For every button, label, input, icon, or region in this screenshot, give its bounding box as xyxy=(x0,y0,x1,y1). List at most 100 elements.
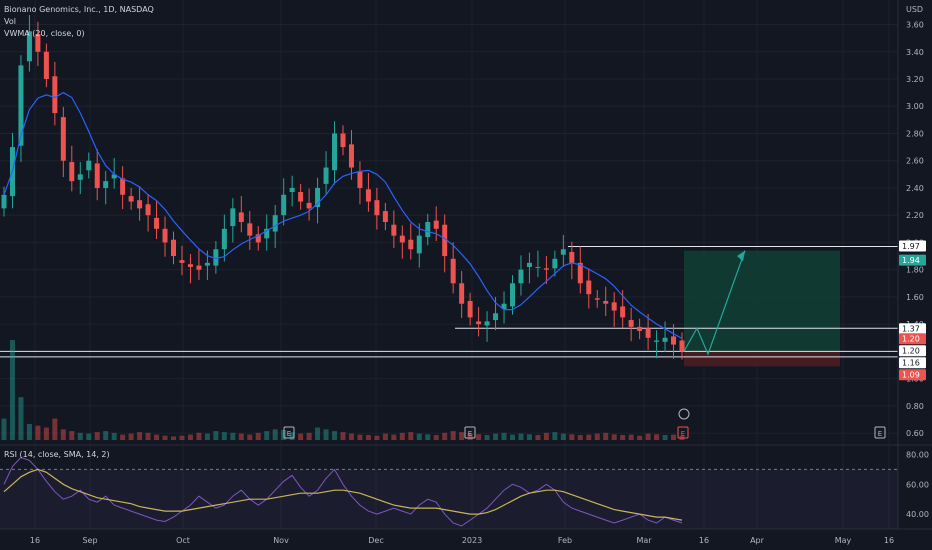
volume-bar xyxy=(154,434,160,440)
candle-body xyxy=(35,34,41,52)
price-axis-label: 1.16 xyxy=(902,359,920,368)
dividend-icon xyxy=(678,408,690,420)
volume-bar xyxy=(577,435,583,440)
candle-body xyxy=(416,235,422,254)
time-tick-label: May xyxy=(835,536,852,545)
volume-bar xyxy=(433,435,439,440)
projection-arrowhead xyxy=(737,250,745,262)
volume-bar xyxy=(603,432,609,440)
candle-body xyxy=(60,117,66,161)
volume-bar xyxy=(196,432,202,440)
volume-legend[interactable]: Vol xyxy=(4,17,16,27)
candle-body xyxy=(399,235,405,243)
volume-bar xyxy=(348,433,354,440)
volume-bar xyxy=(94,432,100,440)
candle-body xyxy=(679,340,685,352)
candle-body xyxy=(543,268,549,270)
price-axis-label: 1.37 xyxy=(902,325,920,334)
candle-body xyxy=(569,251,575,263)
candle-body xyxy=(577,262,583,284)
candle-body xyxy=(137,200,143,209)
price-axis-label-box xyxy=(899,369,926,381)
candle-body xyxy=(365,189,371,202)
candle-body xyxy=(238,212,244,222)
volume-bar xyxy=(69,431,75,440)
price-tick-label: 0.60 xyxy=(906,429,924,438)
volume-bar xyxy=(111,432,117,440)
volume-bar xyxy=(654,434,660,440)
candle-body xyxy=(247,223,253,236)
volume-bar xyxy=(560,433,566,440)
volume-bar xyxy=(18,397,24,440)
target-zone xyxy=(684,250,840,352)
candle-body xyxy=(332,133,338,171)
time-tick-label: Feb xyxy=(558,536,572,545)
candle-body xyxy=(671,336,677,345)
candle-body xyxy=(654,340,660,342)
volume-bar xyxy=(128,433,134,440)
symbol-legend[interactable]: Bionano Genomics, Inc., 1D, NASDAQ xyxy=(4,5,154,15)
rsi-legend[interactable]: RSI (14, close, SMA, 14, 2) xyxy=(4,450,110,460)
candle-body xyxy=(594,298,600,300)
symbol-title: Bionano Genomics, Inc., 1D, NASDAQ xyxy=(4,5,154,14)
price-unit-label: USD xyxy=(906,5,923,14)
volume-bar xyxy=(315,427,321,440)
price-axis-label-box xyxy=(899,323,926,335)
volume-bar xyxy=(543,432,549,440)
price-pane xyxy=(0,0,932,444)
candle-body xyxy=(526,262,532,267)
candle-body xyxy=(391,224,397,236)
volume-bar xyxy=(645,433,651,440)
volume-bar xyxy=(391,434,397,440)
price-axis-label: 1.20 xyxy=(902,335,920,344)
volume-bar xyxy=(289,432,295,440)
candle-body xyxy=(662,337,668,342)
candle-body xyxy=(94,163,100,188)
price-tick-label: 2.80 xyxy=(906,129,924,138)
volume-bar xyxy=(620,435,626,440)
earnings-marker-label: E xyxy=(468,430,472,438)
volume-bar xyxy=(425,434,431,440)
volume-bar xyxy=(298,433,304,440)
volume-label: Vol xyxy=(4,17,16,26)
volume-bar xyxy=(374,435,380,440)
price-tick-label: 2.60 xyxy=(906,157,924,166)
candle-body xyxy=(77,174,83,180)
volume-bar xyxy=(103,431,109,440)
vwma-label: VWMA (20, close, 0) xyxy=(4,29,85,38)
candle-body xyxy=(501,303,507,310)
candle-body xyxy=(69,162,75,182)
price-axis-label-box xyxy=(899,240,926,252)
time-tick-label: Mar xyxy=(636,536,652,545)
candle-body xyxy=(111,174,117,179)
earnings-marker xyxy=(283,426,295,439)
price-axis-label-box xyxy=(899,357,926,369)
vwma-legend[interactable]: VWMA (20, close, 0) xyxy=(4,29,85,39)
price-tick-label: 3.40 xyxy=(906,48,924,57)
candle-body xyxy=(264,228,270,239)
earnings-marker-label: E xyxy=(681,430,685,438)
volume-bar xyxy=(459,432,465,440)
candle-body xyxy=(450,258,456,284)
candle-body xyxy=(510,283,515,307)
candle-body xyxy=(298,192,304,202)
candle-body xyxy=(26,31,32,62)
candle-body xyxy=(459,283,465,304)
volume-bar xyxy=(628,434,634,440)
rsi-tick-label: 80.00 xyxy=(906,450,929,459)
earnings-marker xyxy=(464,426,476,439)
candle-body xyxy=(467,300,473,318)
price-axis-label: 1.97 xyxy=(902,242,920,251)
volume-bar xyxy=(671,434,677,440)
volume-bar xyxy=(35,425,41,440)
volume-bar xyxy=(365,435,371,440)
candle-body xyxy=(433,220,439,229)
volume-bar xyxy=(637,435,643,440)
volume-bar xyxy=(26,423,32,440)
volume-bar xyxy=(594,433,600,440)
candle-body xyxy=(348,144,354,168)
candle-body xyxy=(315,187,321,208)
candle-body xyxy=(289,187,295,193)
